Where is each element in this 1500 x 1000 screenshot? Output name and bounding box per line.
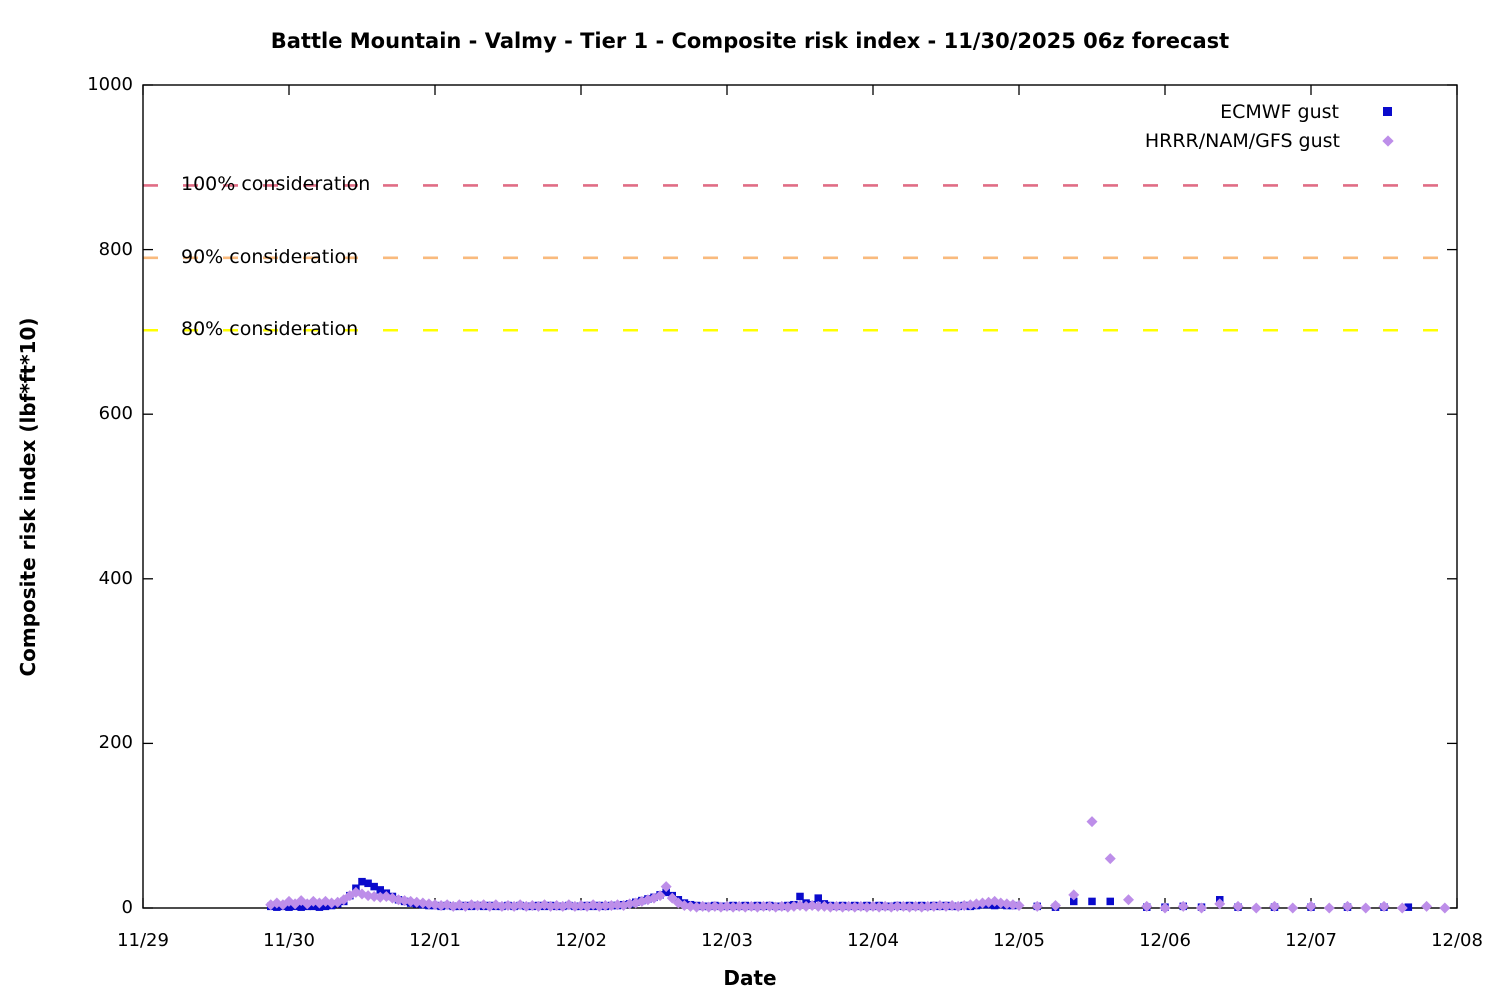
- x-tick-labels: 11/29 11/30 12/01 12/02 12/03 12/04 12/05 12/06…: [0, 929, 1500, 955]
- y-tick-label: 800: [98, 238, 133, 260]
- diamond-data-point: [1305, 900, 1317, 912]
- diamond-data-point: [666, 892, 678, 904]
- diamond-data-point: [1421, 900, 1433, 912]
- diamond-data-point: [1068, 889, 1080, 901]
- square-data-point: [662, 888, 670, 897]
- x-tick-label: 12/01: [409, 930, 461, 951]
- x-tick-label: 12/06: [1139, 930, 1191, 951]
- legend-item-hrrr-nam-gfs: HRRR/NAM/GFS gust: [1144, 126, 1394, 155]
- diamond-data-point: [1323, 902, 1335, 914]
- x-tick-label: 11/30: [263, 930, 315, 951]
- square-data-point: [1070, 897, 1078, 906]
- threshold-label-80pct: 80% consideration: [181, 318, 359, 341]
- diamond-data-point: [891, 900, 903, 912]
- diamond-data-point: [1360, 902, 1372, 914]
- diamond-data-point: [1196, 902, 1207, 914]
- x-tick-label: 12/02: [555, 930, 607, 951]
- y-tick-label: 200: [98, 732, 133, 754]
- x-axis-label: Date: [723, 966, 777, 990]
- diamond-data-point: [654, 890, 666, 902]
- diamond-data-point: [1287, 902, 1299, 914]
- square-data-point: [285, 903, 293, 911]
- x-tick-label: 12/05: [993, 930, 1045, 951]
- y-tick-label: 1000: [87, 74, 133, 95]
- square-data-point: [1088, 897, 1096, 906]
- square-data-point: [796, 892, 804, 901]
- threshold-label-100pct: 100% consideration: [181, 173, 371, 196]
- diamond-data-point: [1050, 900, 1061, 912]
- legend: ECMWF gust HRRR/NAM/GFS gust: [1144, 97, 1394, 155]
- diamond-marker-icon: [1382, 134, 1394, 147]
- x-tick-label: 12/08: [1431, 930, 1483, 951]
- diamond-data-point: [1214, 898, 1226, 910]
- diamond-data-point: [1013, 900, 1025, 912]
- x-tick-label: 12/07: [1285, 930, 1337, 951]
- diamond-data-point: [1396, 902, 1408, 914]
- diamond-data-point: [1086, 816, 1098, 828]
- square-data-point: [1404, 903, 1413, 911]
- diamond-data-point: [1232, 900, 1244, 912]
- square-data-point: [1106, 897, 1114, 906]
- diamond-data-point: [1159, 902, 1171, 914]
- square-data-point: [297, 903, 305, 911]
- diamond-data-point: [1177, 900, 1189, 912]
- legend-item-ecmwf: ECMWF gust: [1145, 97, 1392, 126]
- diamond-data-point: [1141, 900, 1153, 912]
- diamond-data-point: [1031, 900, 1043, 912]
- diamond-data-point: [758, 900, 769, 912]
- threshold-label-90pct: 90% consideration: [181, 245, 359, 268]
- series-points-hrrr-nam-gfs: [265, 816, 1451, 914]
- diamond-data-point: [599, 900, 611, 912]
- diamond-data-point: [1439, 902, 1451, 914]
- diamond-data-point: [1269, 900, 1280, 912]
- diamond-data-point: [1104, 853, 1116, 865]
- legend-label-ecmwf: ECMWF gust: [1220, 100, 1339, 123]
- square-data-point: [364, 879, 372, 888]
- x-tick-label: 12/03: [701, 930, 753, 951]
- diamond-data-point: [1123, 894, 1134, 906]
- diamond-data-point: [1378, 900, 1390, 912]
- y-tick-label: 400: [98, 567, 133, 589]
- y-tick-label: 0: [121, 897, 133, 918]
- diamond-data-point: [922, 900, 934, 912]
- diamond-data-point: [660, 881, 672, 893]
- x-tick-label: 11/29: [117, 930, 169, 951]
- square-data-point: [376, 886, 384, 894]
- legend-label-hrrr-nam-gfs: HRRR/NAM/GFS gust: [1144, 129, 1340, 152]
- diamond-data-point: [1250, 902, 1262, 914]
- square-marker-icon: [1383, 107, 1392, 116]
- chart-title: Battle Mountain - Valmy - Tier 1 - Compo…: [270, 29, 1230, 53]
- square-data-point: [814, 894, 822, 902]
- square-data-point: [370, 882, 378, 891]
- plot-border: [142, 84, 1458, 909]
- square-data-point: [358, 877, 366, 886]
- diamond-data-point: [1342, 900, 1353, 912]
- y-tick-label: 600: [98, 403, 133, 425]
- x-tick-label: 12/04: [847, 930, 899, 951]
- diamond-data-point: [812, 900, 824, 912]
